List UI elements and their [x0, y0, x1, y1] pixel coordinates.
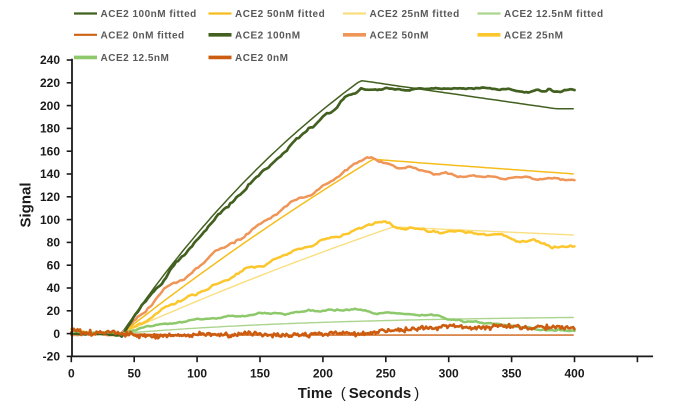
svg-text:220: 220 — [40, 76, 60, 90]
svg-text:Signal: Signal — [18, 182, 35, 227]
svg-text:-20: -20 — [43, 350, 61, 364]
svg-text:250: 250 — [376, 367, 396, 381]
svg-text:200: 200 — [40, 99, 60, 113]
svg-text:240: 240 — [40, 53, 60, 67]
svg-text:50: 50 — [128, 367, 142, 381]
svg-text:40: 40 — [47, 281, 61, 295]
svg-text:ACE2 100nM fitted: ACE2 100nM fitted — [101, 9, 197, 20]
svg-text:400: 400 — [564, 367, 584, 381]
svg-text:140: 140 — [40, 167, 60, 181]
svg-text:160: 160 — [40, 144, 60, 158]
svg-text:ACE2 0nM fitted: ACE2 0nM fitted — [101, 31, 185, 42]
svg-text:ACE2 50nM: ACE2 50nM — [370, 31, 430, 42]
svg-text:120: 120 — [40, 190, 60, 204]
svg-text:300: 300 — [439, 367, 459, 381]
svg-text:ACE2 25nM fitted: ACE2 25nM fitted — [370, 9, 460, 20]
svg-text:0: 0 — [53, 327, 60, 341]
svg-text:ACE2 25nM: ACE2 25nM — [504, 31, 564, 42]
svg-text:100: 100 — [40, 213, 60, 227]
svg-text:ACE2 100nM: ACE2 100nM — [235, 31, 301, 42]
svg-text:350: 350 — [502, 367, 522, 381]
svg-text:60: 60 — [47, 258, 61, 272]
svg-text:200: 200 — [313, 367, 333, 381]
svg-text:180: 180 — [40, 122, 60, 136]
svg-text:ACE2 12.5nM fitted: ACE2 12.5nM fitted — [504, 9, 604, 20]
svg-text:ACE2 50nM fitted: ACE2 50nM fitted — [235, 9, 325, 20]
svg-text:ACE2 0nM: ACE2 0nM — [235, 53, 288, 64]
svg-text:100: 100 — [187, 367, 207, 381]
svg-text:20: 20 — [47, 304, 61, 318]
svg-text:ACE2 12.5nM: ACE2 12.5nM — [101, 53, 170, 64]
svg-text:0: 0 — [68, 367, 75, 381]
svg-text:150: 150 — [250, 367, 270, 381]
svg-text:Time (Seconds): Time (Seconds) — [298, 385, 419, 402]
svg-text:80: 80 — [47, 236, 61, 250]
